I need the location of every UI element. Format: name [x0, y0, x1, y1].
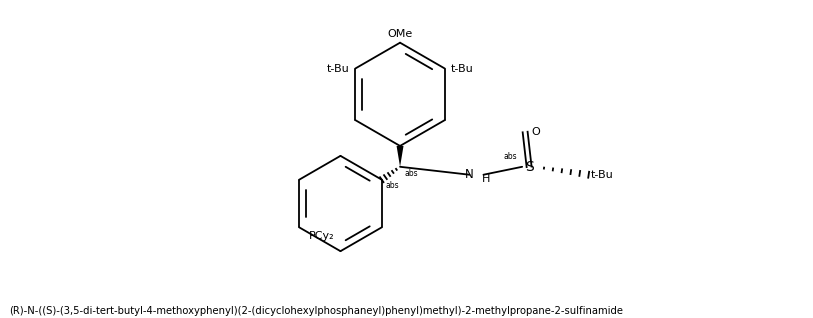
- Text: abs: abs: [385, 181, 399, 190]
- Text: N: N: [465, 168, 473, 181]
- Text: t-Bu: t-Bu: [450, 64, 473, 73]
- Text: abs: abs: [503, 152, 517, 161]
- Text: (R)-N-((S)-(3,5-di-tert-butyl-4-methoxyphenyl)(2-(dicyclohexylphosphaneyl)phenyl: (R)-N-((S)-(3,5-di-tert-butyl-4-methoxyp…: [9, 306, 623, 316]
- Text: t-Bu: t-Bu: [591, 170, 613, 180]
- Text: S: S: [524, 160, 533, 174]
- Text: H: H: [481, 174, 489, 184]
- Text: O: O: [531, 127, 540, 137]
- Text: PCy₂: PCy₂: [309, 231, 335, 241]
- Polygon shape: [397, 146, 403, 167]
- Text: t-Bu: t-Bu: [327, 64, 350, 73]
- Text: OMe: OMe: [388, 29, 413, 39]
- Text: abs: abs: [404, 169, 418, 178]
